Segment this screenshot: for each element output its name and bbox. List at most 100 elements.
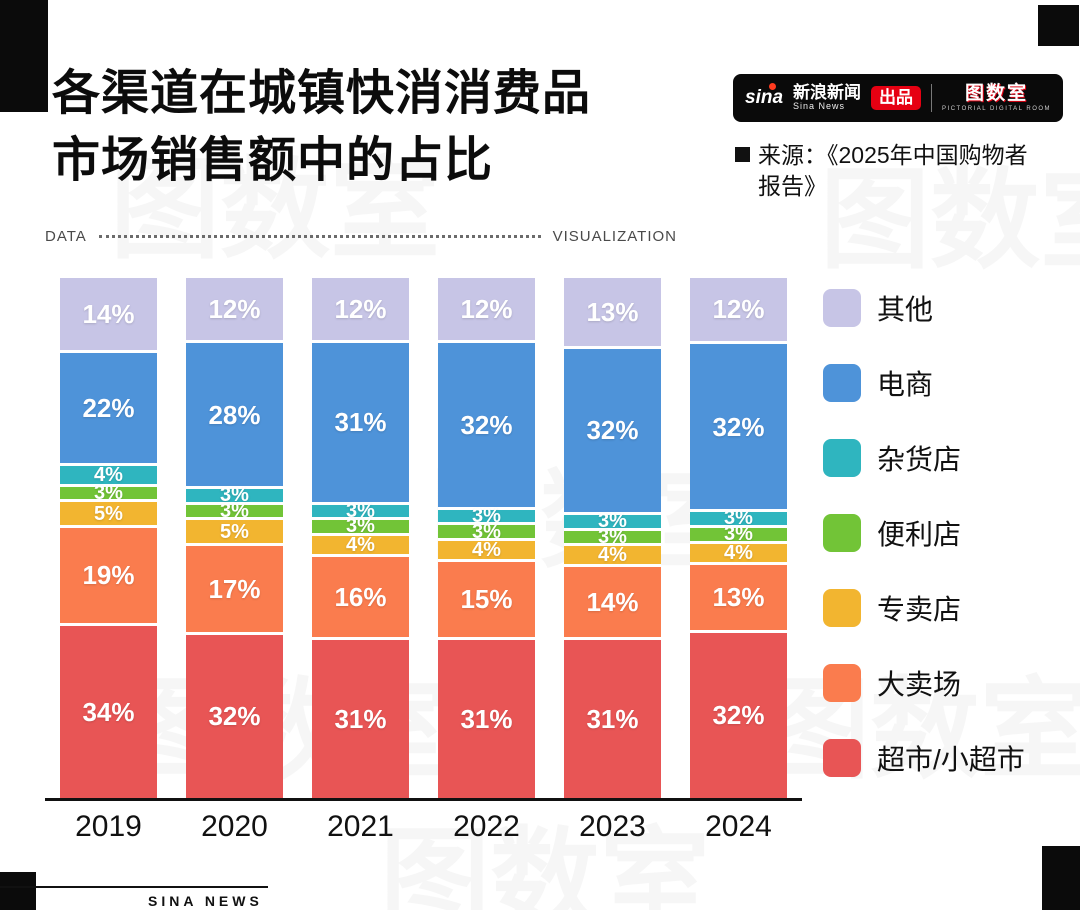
segment-电商-2022: 32%: [438, 340, 535, 507]
x-tick-2019: 2019: [75, 810, 142, 843]
corner-mark-top-right: [1038, 5, 1079, 46]
segment-value-label: 4%: [346, 533, 375, 556]
footer-brand: SINA NEWS: [148, 893, 263, 909]
segment-value-label: 4%: [94, 464, 123, 487]
divider-label-data: DATA: [45, 228, 87, 245]
page-title: 各渠道在城镇快消消费品 市场销售额中的占比: [52, 60, 591, 194]
legend-swatch: [823, 514, 861, 552]
x-tick-2023: 2023: [579, 810, 646, 843]
segment-便利店-2020: 3%: [186, 499, 283, 522]
x-axis-line: [45, 798, 802, 801]
legend-item-其他: 其他: [823, 288, 1025, 328]
x-tick-2022: 2022: [453, 810, 520, 843]
segment-便利店-2023: 3%: [564, 525, 661, 548]
segment-value-label: 28%: [208, 399, 261, 430]
divider-label-visualization: VISUALIZATION: [552, 228, 677, 245]
brand-name-cn: 新浪新闻: [793, 83, 862, 103]
segment-value-label: 3%: [346, 499, 375, 522]
source-line-2: 报告》: [758, 173, 827, 200]
segment-超市/小超市-2024: 32%: [690, 629, 787, 798]
segment-value-label: 3%: [598, 510, 627, 533]
source-line-1: 来源：《2025年中国购物者: [758, 142, 1028, 168]
segment-其他-2019: 14%: [60, 278, 157, 351]
segment-value-label: 31%: [586, 703, 639, 734]
segment-value-label: 3%: [598, 525, 627, 548]
segment-value-label: 5%: [94, 502, 123, 525]
segment-专卖店-2019: 5%: [60, 499, 157, 526]
brand-divider: [931, 84, 933, 112]
brand-name-en: Sina News: [793, 101, 846, 112]
segment-value-label: 4%: [472, 538, 501, 561]
corner-mark-bottom-left: [0, 872, 36, 910]
segment-专卖店-2021: 4%: [312, 532, 409, 556]
segment-电商-2021: 31%: [312, 340, 409, 502]
segment-value-label: 31%: [334, 407, 387, 438]
segment-value-label: 3%: [472, 520, 501, 543]
segment-value-label: 32%: [712, 700, 765, 731]
watermark: 图数室: [380, 790, 710, 910]
legend-swatch: [823, 589, 861, 627]
segment-大卖场-2022: 15%: [438, 558, 535, 637]
segment-杂货店-2020: 3%: [186, 484, 283, 507]
legend-label: 杂货店: [877, 444, 962, 475]
segment-专卖店-2022: 4%: [438, 537, 535, 561]
segment-value-label: 3%: [220, 484, 249, 507]
x-axis-labels: 2019 2020 2021 2022 2023 2024: [60, 810, 787, 844]
bar-2021: 12% 31% 3% 3% 4% 16% 31%: [312, 278, 409, 798]
segment-专卖店-2024: 4%: [690, 540, 787, 564]
legend-swatch: [823, 739, 861, 777]
segment-value-label: 12%: [712, 294, 765, 325]
legend-item-便利店: 便利店: [823, 513, 1025, 553]
segment-value-label: 12%: [460, 294, 513, 325]
segment-value-label: 15%: [460, 584, 513, 615]
bar-2023: 13% 32% 3% 3% 4% 14% 31%: [564, 278, 661, 798]
stacked-bar-chart: 14% 22% 4% 3% 5% 19% 34% 12% 28% 3% 3% 5% 17% 32% 12% 3…: [60, 278, 787, 798]
segment-value-label: 14%: [586, 586, 639, 617]
segment-便利店-2021: 3%: [312, 515, 409, 538]
legend-item-专卖店: 专卖店: [823, 588, 1025, 628]
segment-value-label: 22%: [82, 393, 135, 424]
segment-其他-2022: 12%: [438, 278, 535, 341]
legend-swatch: [823, 364, 861, 402]
sina-logo-icon: sina: [745, 83, 784, 108]
legend-label: 便利店: [877, 519, 962, 550]
legend-label: 大卖场: [877, 669, 962, 700]
segment-value-label: 32%: [712, 411, 765, 442]
legend-label: 其他: [877, 294, 934, 325]
produced-by-badge: 出品: [871, 85, 922, 111]
segment-value-label: 17%: [208, 573, 261, 604]
corner-mark-top-left: [0, 0, 48, 112]
pictorial-room-logo: 图数室 PICTORIAL DIGITAL ROOM: [942, 82, 1051, 112]
bar-2024: 12% 32% 3% 3% 4% 13% 32%: [690, 278, 787, 798]
legend-item-杂货店: 杂货店: [823, 438, 1025, 478]
segment-value-label: 4%: [724, 541, 753, 564]
segment-value-label: 16%: [334, 581, 387, 612]
data-visualization-divider: DATA VISUALIZATION: [45, 228, 677, 245]
legend-item-电商: 电商: [823, 363, 1025, 403]
segment-value-label: 3%: [346, 515, 375, 538]
segment-value-label: 3%: [220, 499, 249, 522]
source-text: 来源：《2025年中国购物者 报告》: [758, 140, 1028, 202]
legend-label: 专卖店: [877, 594, 962, 625]
square-bullet-icon: [735, 147, 750, 162]
legend-label: 超市/小超市: [877, 744, 1025, 775]
segment-电商-2020: 28%: [186, 340, 283, 486]
segment-杂货店-2019: 4%: [60, 463, 157, 487]
segment-杂货店-2022: 3%: [438, 506, 535, 526]
x-tick-2024: 2024: [705, 810, 772, 843]
segment-大卖场-2019: 19%: [60, 525, 157, 623]
segment-杂货店-2021: 3%: [312, 499, 409, 522]
x-tick-2020: 2020: [201, 810, 268, 843]
segment-专卖店-2020: 5%: [186, 517, 283, 544]
title-line-1: 各渠道在城镇快消消费品: [52, 67, 592, 120]
segment-电商-2024: 32%: [690, 340, 787, 510]
footer-line: [0, 886, 268, 888]
dotted-line: [98, 235, 541, 238]
pictorial-room-logo-cn: 图数室: [965, 82, 1029, 104]
segment-超市/小超市-2019: 34%: [60, 622, 157, 798]
segment-value-label: 3%: [724, 507, 753, 530]
segment-value-label: 31%: [334, 703, 387, 734]
segment-便利店-2022: 3%: [438, 522, 535, 542]
legend-label: 电商: [877, 369, 934, 400]
